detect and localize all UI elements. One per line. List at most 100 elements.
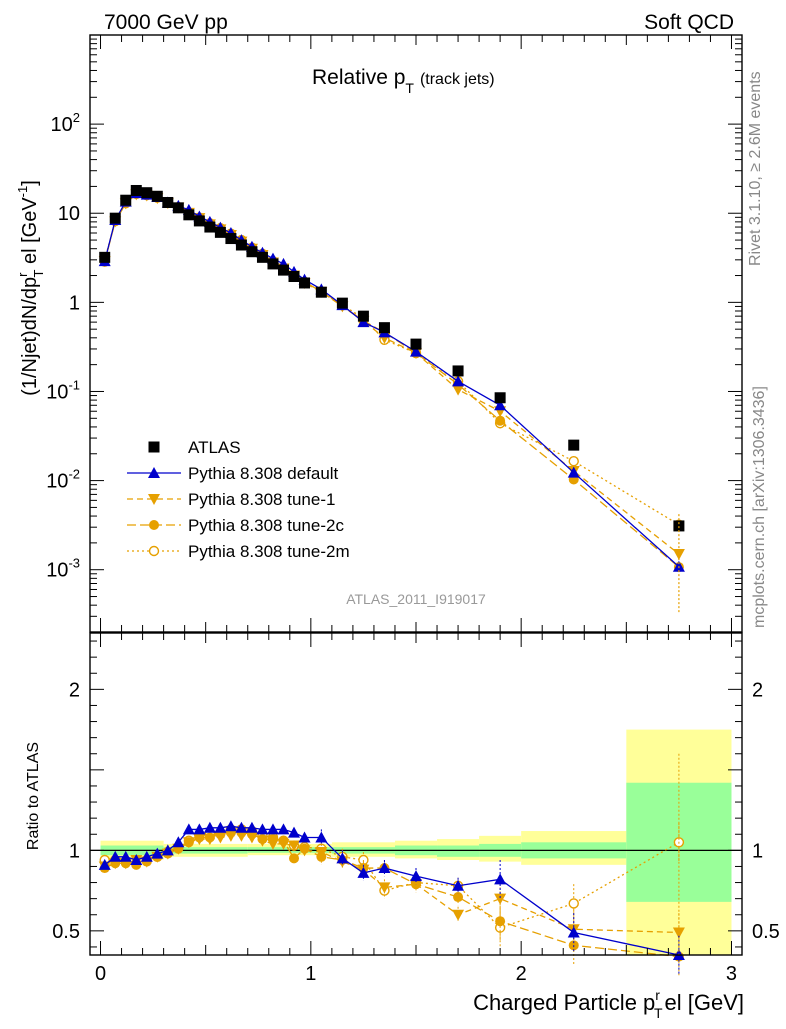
ratio-point-tune1 [672,927,685,939]
ratio-y-tick-label-left: 2 [69,679,80,701]
legend-marker [148,494,160,505]
plot-title-sub: T [405,80,414,96]
y-tick-label: 10 [58,203,80,225]
ratio-point-tune1 [203,834,216,846]
main-y-axis-label: (1/Njet)dN/dprT el [GeV-1] [15,180,46,396]
ratio-point-default [336,852,349,864]
x-tick-label: 0 [95,963,106,985]
data-point-data [315,286,327,298]
ratio-point-default [214,821,227,833]
ratio-point-tune1 [378,882,391,894]
svg-text:(1/Njet)dN/dprT el [GeV-1]: (1/Njet)dN/dprT el [GeV-1] [15,180,46,396]
category-label: Soft QCD [644,11,734,34]
legend-entry: Pythia 8.308 default [127,464,339,483]
ratio-point-default [182,823,195,835]
ratio-point-tune2m [568,898,579,909]
data-point-data [299,277,311,289]
data-point-data [151,190,163,202]
data-point-tune1 [452,384,465,396]
ratio-y-tick-label-left: 1 [69,840,80,862]
ratio-point-tune1 [452,909,465,921]
analysis-name: ATLAS_2011_I919017 [346,591,486,607]
data-point-data [246,246,258,258]
data-point-data [357,310,369,322]
ratio-point-default [98,858,111,870]
ratio-point-tune1 [193,834,206,846]
data-point-data [410,338,422,350]
ratio-point-default [161,844,174,856]
ratio-line-tune2c [104,831,679,958]
data-point-data [193,215,205,227]
ratio-point-default [315,831,328,843]
ratio-point-tune1 [235,830,248,842]
data-point-data [235,239,247,251]
x-axis-label-sup: r [655,987,660,1003]
data-point-data [141,187,153,199]
ratio-point-default [193,823,206,835]
ratio-y-tick-label-left: 0.5 [52,921,80,943]
ratio-point-default [203,821,216,833]
legend-entry: ATLAS [148,438,241,457]
legend-marker [148,441,160,453]
legend-entry: Pythia 8.308 tune-1 [127,490,335,509]
legend-label: Pythia 8.308 default [188,464,339,483]
ratio-point-tune2c [495,916,506,927]
plot-title-main: Relative p [312,66,405,89]
legend-marker [149,520,159,530]
legend-entry: Pythia 8.308 tune-2c [127,516,344,535]
x-tick-label: 3 [726,963,737,985]
ratio-point-default [151,847,164,859]
ratio-point-tune1 [182,837,195,849]
ratio-point-default [378,862,391,874]
data-point-data [172,202,184,214]
ratio-point-default [172,836,185,848]
energy-label: 7000 GeV pp [104,11,228,34]
plot-title: Relative pT (track jets) [312,66,495,96]
data-point-data [99,251,111,263]
data-point-tune2m [568,456,579,467]
data-point-data [109,212,121,224]
ratio-point-tune1 [315,846,328,858]
data-point-default [410,345,422,357]
data-point-tune2c [495,415,506,426]
legend: ATLAS Pythia 8.308 default Pythia 8.308 tu… [127,438,350,561]
ratio-point-default [357,866,370,878]
legend-label: Pythia 8.308 tune-1 [188,490,335,509]
legend-marker [148,467,160,478]
legend-entry: Pythia 8.308 tune-2m [127,542,350,561]
ratio-panel: 0 1 2 3 0.5 0.5 1 1 2 2 [52,632,780,985]
ratio-series-default [98,820,685,975]
data-point-default [567,466,580,478]
data-point-data [378,322,390,334]
data-point-default [494,399,507,411]
ratio-point-tune1 [288,840,301,852]
x-tick-label: 1 [305,963,316,985]
ratio-y-tick-label-right: 0.5 [752,921,780,943]
rivet-label: Rivet 3.1.10, ≥ 2.6M events [747,71,764,266]
ratio-point-default [140,850,153,862]
data-point-data [130,184,142,196]
data-point-data [288,271,300,283]
ratio-point-default [298,831,311,843]
data-point-data [225,233,237,245]
ratio-point-default [266,823,279,835]
ratio-point-tune1 [256,835,269,847]
x-tick-label: 2 [516,963,527,985]
ratio-point-tune1 [494,893,507,905]
data-point-data [120,194,132,206]
mcplots-label: mcplots.cern.ch [arXiv:1306.3436] [751,386,768,628]
ratio-point-tune1 [266,838,279,850]
data-point-data [336,297,348,309]
data-point-data [494,392,506,404]
ratio-point-default [245,821,258,833]
data-point-data [204,221,216,233]
ratio-point-tune1 [214,832,227,844]
data-point-data [267,258,279,270]
data-point-data [214,226,226,238]
x-axis-label-tail: el [GeV] [665,990,744,1015]
series-data [99,184,685,532]
data-point-data [183,209,195,221]
ratio-point-tune1 [277,838,290,850]
